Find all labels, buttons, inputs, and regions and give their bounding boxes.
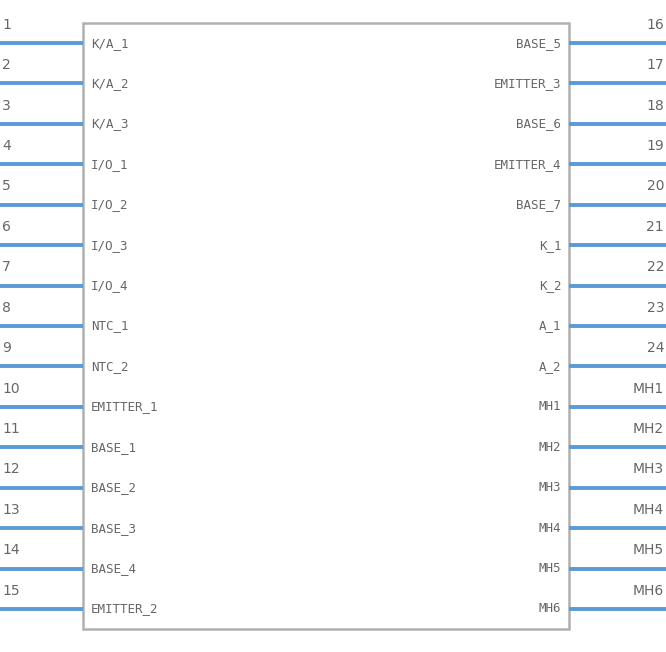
Text: MH4: MH4 <box>633 503 664 517</box>
Text: A_2: A_2 <box>539 360 561 373</box>
Text: I/O_1: I/O_1 <box>91 158 129 171</box>
Text: I/O_2: I/O_2 <box>91 198 129 211</box>
Text: MH6: MH6 <box>539 602 561 615</box>
Text: 10: 10 <box>2 381 19 396</box>
Text: BASE_6: BASE_6 <box>516 117 561 130</box>
Text: K/A_2: K/A_2 <box>91 77 129 90</box>
Text: 17: 17 <box>647 58 664 72</box>
Text: MH6: MH6 <box>633 584 664 598</box>
Text: 22: 22 <box>647 260 664 274</box>
Text: BASE_4: BASE_4 <box>91 562 137 575</box>
Text: K/A_1: K/A_1 <box>91 37 129 50</box>
Text: MH5: MH5 <box>539 562 561 575</box>
Text: 23: 23 <box>647 301 664 315</box>
Text: MH3: MH3 <box>539 481 561 494</box>
Text: BASE_1: BASE_1 <box>91 441 137 454</box>
Text: BASE_7: BASE_7 <box>516 198 561 211</box>
Text: MH1: MH1 <box>633 381 664 396</box>
Text: NTC_1: NTC_1 <box>91 319 129 333</box>
Text: MH4: MH4 <box>539 522 561 535</box>
Text: 15: 15 <box>2 584 19 598</box>
Text: BASE_5: BASE_5 <box>516 37 561 50</box>
Text: 3: 3 <box>2 98 11 113</box>
Text: 11: 11 <box>2 422 20 436</box>
Text: 13: 13 <box>2 503 19 517</box>
Text: EMITTER_1: EMITTER_1 <box>91 400 159 413</box>
Text: 16: 16 <box>646 18 664 32</box>
Text: EMITTER_3: EMITTER_3 <box>494 77 561 90</box>
Text: 24: 24 <box>647 341 664 355</box>
Text: BASE_2: BASE_2 <box>91 481 137 494</box>
Text: NTC_2: NTC_2 <box>91 360 129 373</box>
Text: 1: 1 <box>2 18 11 32</box>
Text: MH3: MH3 <box>633 462 664 477</box>
Text: MH1: MH1 <box>539 400 561 413</box>
Bar <box>83 23 569 629</box>
Text: K/A_3: K/A_3 <box>91 117 129 130</box>
Text: 19: 19 <box>646 139 664 153</box>
Text: 4: 4 <box>2 139 11 153</box>
Text: 9: 9 <box>2 341 11 355</box>
Text: K_2: K_2 <box>539 279 561 292</box>
Text: K_1: K_1 <box>539 239 561 252</box>
Text: 2: 2 <box>2 58 11 72</box>
Text: EMITTER_2: EMITTER_2 <box>91 602 159 615</box>
Text: 14: 14 <box>2 543 19 557</box>
Text: 12: 12 <box>2 462 19 477</box>
Text: MH2: MH2 <box>633 422 664 436</box>
Text: BASE_3: BASE_3 <box>91 522 137 535</box>
Text: EMITTER_4: EMITTER_4 <box>494 158 561 171</box>
Text: 20: 20 <box>647 179 664 194</box>
Text: MH5: MH5 <box>633 543 664 557</box>
Text: MH2: MH2 <box>539 441 561 454</box>
Text: 5: 5 <box>2 179 11 194</box>
Text: 7: 7 <box>2 260 11 274</box>
Text: 21: 21 <box>647 220 664 234</box>
Text: 8: 8 <box>2 301 11 315</box>
Text: I/O_3: I/O_3 <box>91 239 129 252</box>
Text: A_1: A_1 <box>539 319 561 333</box>
Text: 6: 6 <box>2 220 11 234</box>
Text: I/O_4: I/O_4 <box>91 279 129 292</box>
Text: 18: 18 <box>646 98 664 113</box>
